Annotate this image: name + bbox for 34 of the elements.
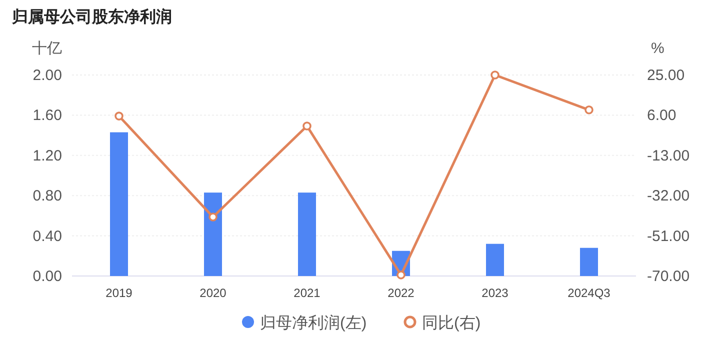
x-tick-label: 2019 (106, 286, 133, 300)
point (584, 106, 594, 114)
point (208, 212, 218, 222)
point (302, 122, 312, 130)
point (396, 270, 406, 280)
bar (110, 132, 128, 276)
y2-axis-title: % (651, 40, 664, 57)
y2-tick-label: 25.00 (647, 67, 685, 84)
y-tick-label: 1.60 (32, 107, 62, 124)
bar (580, 248, 598, 276)
x-tick-label: 2021 (294, 286, 321, 300)
bar (486, 244, 504, 276)
chart-title: 归属母公司股东净利润 (11, 8, 172, 26)
y-axis-title: 十亿 (32, 40, 62, 57)
point (114, 112, 124, 120)
y-tick-label: 2.00 (32, 67, 62, 84)
y-tick-label: 0.00 (32, 268, 62, 285)
y2-tick-label: 6.00 (647, 107, 676, 124)
legend-label: 同比(右) (422, 314, 481, 332)
bar (298, 192, 316, 276)
x-tick-label: 2022 (388, 286, 415, 300)
legend-label: 归母净利润(左) (260, 314, 367, 332)
x-tick-label: 2023 (482, 286, 509, 300)
x-tick-label: 2024Q3 (568, 286, 611, 300)
point (490, 70, 500, 80)
bar (204, 192, 222, 276)
y-tick-label: 1.20 (32, 147, 62, 164)
y2-tick-label: -51.00 (647, 228, 690, 245)
x-tick-label: 2020 (200, 286, 227, 300)
y2-tick-label: -70.00 (647, 268, 690, 285)
y-tick-label: 0.40 (32, 228, 62, 245)
y2-tick-label: -13.00 (647, 147, 690, 164)
y2-tick-label: -32.00 (647, 188, 690, 205)
y-tick-label: 0.80 (32, 188, 62, 205)
